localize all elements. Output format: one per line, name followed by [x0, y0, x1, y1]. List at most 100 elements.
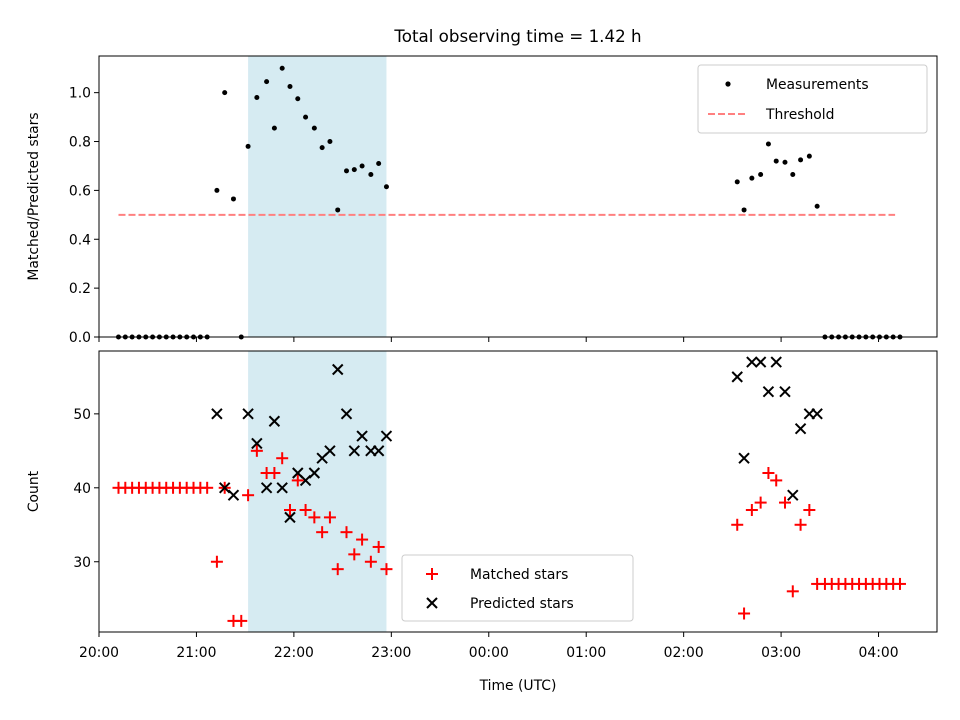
observing-window-span	[248, 351, 387, 632]
matched-star-point	[276, 452, 289, 465]
x-tick-label: 21:00	[176, 645, 216, 661]
matched-star-point	[778, 496, 791, 509]
predicted-star-stroke-b	[276, 482, 288, 494]
predicted-star-stroke-b	[268, 415, 281, 427]
predicted-star-point	[284, 511, 296, 524]
y-tick-label: 50	[73, 407, 91, 423]
matched-star-point	[372, 540, 385, 553]
matched-star-point	[331, 563, 344, 576]
y-axis-label: Matched/Predicted stars	[26, 112, 42, 280]
predicted-star-point	[779, 385, 791, 398]
y-tick-label: 0.4	[69, 232, 91, 248]
legend-measurement-marker	[725, 81, 731, 87]
predicted-star-point	[251, 437, 263, 450]
y-tick-label: 40	[73, 481, 91, 497]
predicted-star-point	[340, 408, 353, 420]
measurement-point	[264, 79, 270, 85]
predicted-star-point	[356, 430, 368, 442]
matched-star-point	[364, 555, 377, 568]
predicted-star-stroke-b	[356, 430, 368, 442]
x-axis-label: Time (UTC)	[479, 678, 557, 694]
measurement-point	[806, 153, 812, 159]
predicted-star-stroke-b	[762, 385, 775, 398]
matched-star-point	[356, 533, 369, 546]
matched-star-point	[754, 496, 767, 509]
measurement-point	[814, 203, 820, 209]
legend-top-frame	[697, 64, 928, 134]
measurement-point	[311, 125, 317, 131]
matched-star-point	[235, 614, 248, 627]
measurement-point	[279, 65, 285, 71]
predicted-star-point	[227, 489, 240, 501]
measurement-point	[295, 96, 301, 102]
predicted-star-stroke-b	[787, 489, 799, 501]
predicted-star-stroke-b	[372, 445, 385, 457]
measurement-point	[351, 167, 357, 173]
matched-star-point	[283, 503, 296, 516]
matched-star-point	[291, 474, 304, 487]
predicted-star-stroke-b	[348, 445, 361, 457]
legend-bottom: Matched stars Predicted stars	[401, 554, 634, 622]
x-tick-label: 20:00	[79, 645, 119, 661]
matched-star-point	[731, 518, 744, 531]
top-panel: 0.0 0.2 0.4 0.6 0.8 1.0 Matched/Predicted star…	[26, 55, 938, 346]
predicted-star-point	[811, 408, 823, 420]
predicted-star-point	[308, 467, 321, 479]
matched-star-point	[794, 518, 807, 531]
measurement-point	[230, 196, 236, 202]
predicted-star-point	[754, 356, 767, 368]
matched-star-point	[340, 526, 353, 539]
measurement-point	[271, 125, 277, 131]
predicted-star-stroke-b	[779, 385, 791, 398]
matched-star-point	[738, 607, 751, 620]
matched-star-point	[242, 489, 255, 502]
predicted-star-point	[738, 452, 750, 464]
predicted-star-point	[276, 482, 288, 494]
x-tick-label: 04:00	[859, 645, 899, 661]
matched-star-point	[770, 474, 783, 487]
predicted-star-stroke-b	[380, 430, 393, 442]
predicted-star-point	[794, 422, 807, 435]
measurement-point	[222, 90, 228, 96]
predicted-star-stroke-b	[284, 511, 296, 524]
y-tick-label: 0.6	[69, 183, 91, 199]
y-tick-label: 0.8	[69, 135, 91, 151]
predicted-star-point	[770, 356, 782, 368]
predicted-star-stroke-b	[324, 445, 336, 457]
matched-star-point	[201, 481, 214, 494]
predicted-star-point	[332, 363, 344, 376]
matched-star-point	[893, 577, 906, 590]
matched-star-point	[762, 467, 775, 480]
matched-star-point	[316, 526, 329, 539]
predicted-star-stroke-b	[811, 408, 823, 420]
x-tick-label: 23:00	[371, 645, 411, 661]
predicted-star-stroke-b	[746, 356, 758, 368]
legend-matched-marker	[426, 568, 438, 580]
measurement-point	[741, 207, 747, 213]
predicted-star-stroke-b	[211, 408, 223, 420]
legend-predicted-marker	[426, 597, 438, 609]
measurement-point	[335, 207, 341, 213]
measurement-point	[782, 159, 788, 165]
y-axis-label: Count	[26, 470, 42, 512]
predicted-star-point	[268, 415, 281, 427]
predicted-star-point	[324, 445, 336, 457]
measurement-point	[383, 184, 389, 190]
x-tick-label: 01:00	[566, 645, 606, 661]
predicted-star-stroke-b	[770, 356, 782, 368]
predicted-star-stroke-b	[292, 467, 304, 479]
measurement-point	[749, 175, 755, 181]
predicted-star-stroke-b	[794, 422, 807, 435]
predicted-star-stroke-b	[251, 437, 263, 450]
y-tick-label: 1.0	[69, 86, 91, 102]
matched-star-point	[250, 444, 263, 457]
legend-measurements-label: Measurements	[766, 77, 869, 93]
predicted-star-stroke-b	[738, 452, 750, 464]
legend-matched-label: Matched stars	[470, 567, 568, 583]
y-tick-label: 0.2	[69, 281, 91, 297]
measurement-point	[245, 143, 251, 149]
predicted-star-point	[211, 408, 223, 420]
matched-star-point	[308, 511, 321, 524]
predicted-star-point	[762, 385, 775, 398]
